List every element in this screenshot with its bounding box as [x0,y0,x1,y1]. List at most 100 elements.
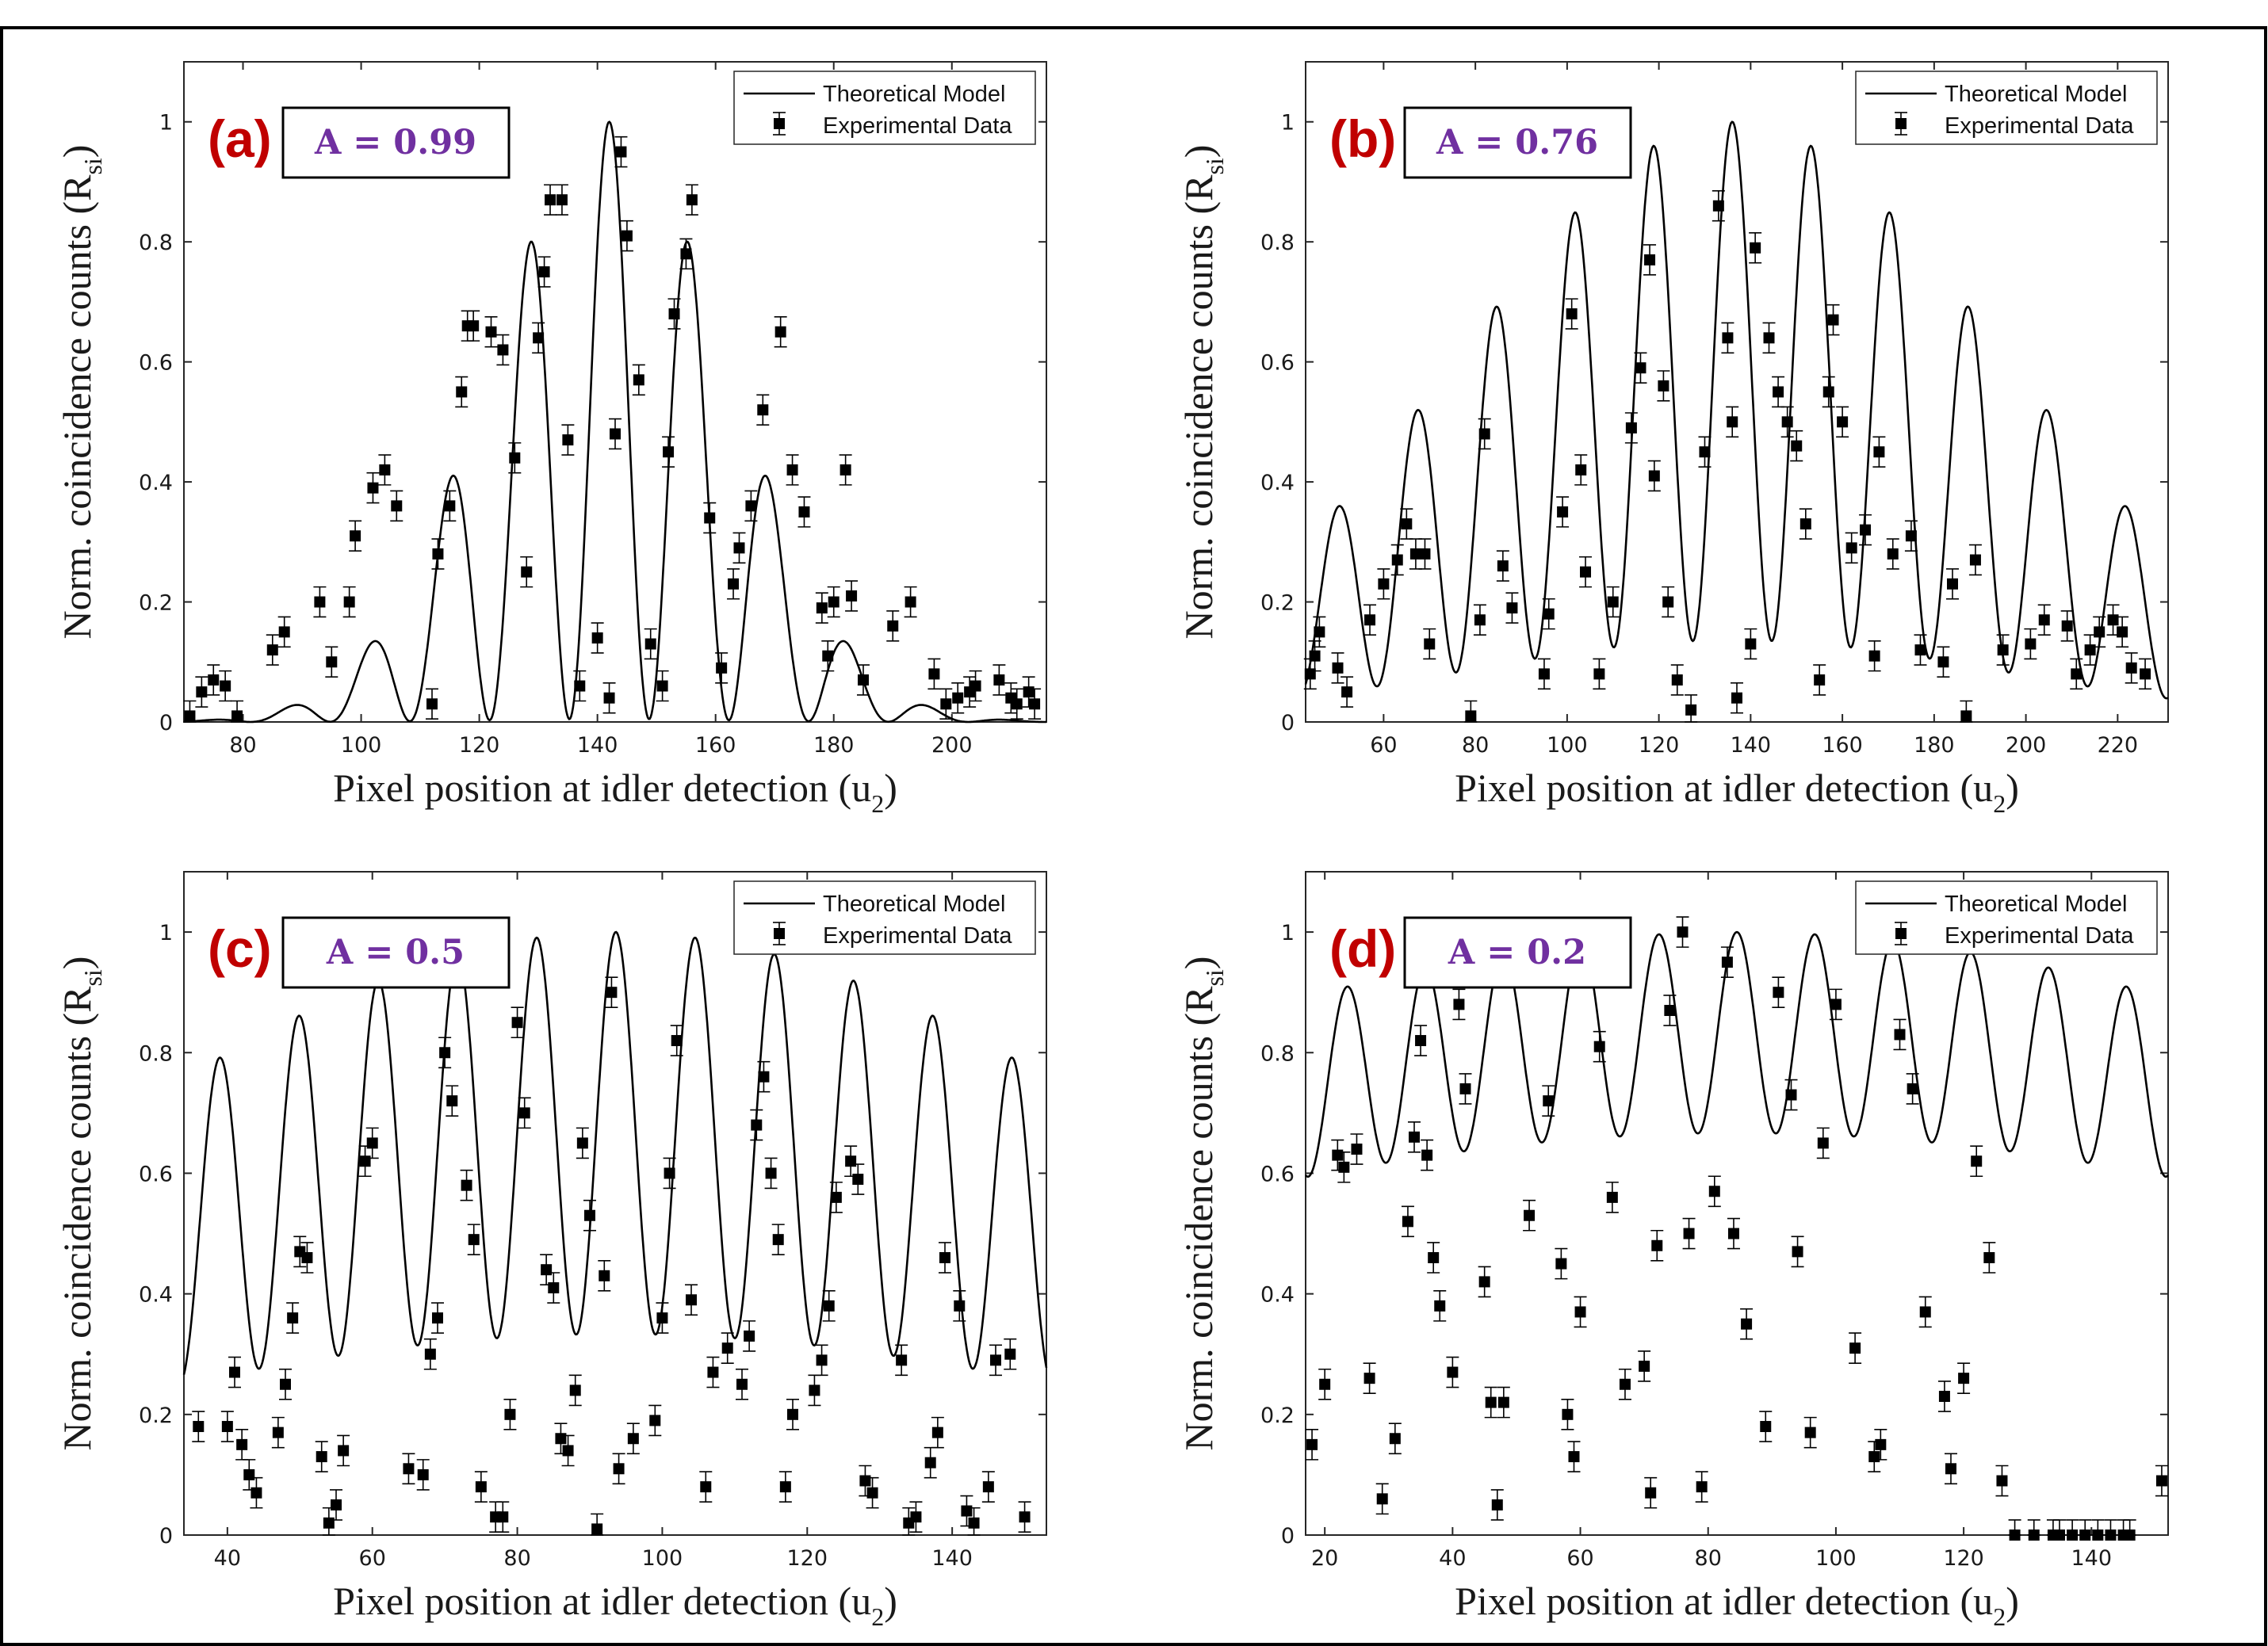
data-marker [497,1511,509,1523]
data-point [1565,298,1578,330]
data-point [743,1320,756,1352]
data-marker [1402,1216,1413,1228]
data-marker [280,1378,291,1390]
data-marker [338,1445,350,1457]
data-marker [1731,692,1742,704]
data-point [1829,988,1842,1021]
x-tick-label: 60 [1370,733,1397,758]
data-marker [1817,1137,1829,1149]
data-point [484,316,498,348]
data-point [2104,1519,2117,1541]
data-marker [403,1463,415,1475]
y-tick-label: 0.8 [1260,1041,1295,1066]
data-point [1960,700,1973,723]
data-marker [1635,362,1646,374]
data-marker [2038,614,2050,626]
data-marker [576,1137,588,1149]
data-point [699,1471,713,1503]
data-marker [840,464,851,475]
data-marker [2071,668,2083,680]
x-tick-label: 140 [1731,733,1772,758]
data-marker [1791,440,1803,452]
data-marker [555,1433,567,1445]
data-point [1914,634,1927,666]
data-marker [485,326,497,338]
data-point [771,1224,785,1255]
data-marker [533,332,545,344]
data-point [727,568,740,600]
data-marker [343,596,355,608]
data-point [1478,418,1491,450]
data-marker [772,1234,784,1246]
data-marker [562,1445,574,1457]
data-marker [1741,1318,1753,1330]
data-point [1452,988,1466,1021]
data-marker [664,1167,675,1179]
data-marker [1696,1481,1708,1493]
data-marker [887,620,899,632]
data-point [1772,376,1785,408]
data-point [195,676,208,708]
data-point [1484,1386,1497,1419]
data-point [591,1513,604,1536]
data-point [1968,544,1982,576]
data-marker [1459,1083,1471,1094]
data-marker [456,386,468,398]
data-point [981,1471,995,1503]
data-marker [668,308,680,320]
data-marker [1868,1451,1880,1463]
data-point [1868,640,1881,672]
y-tick-label: 0 [1281,1524,1295,1549]
data-marker [1409,1131,1421,1143]
data-marker [656,680,668,692]
data-point [797,496,811,528]
x-axis-label: Pixel position at idler detection (u2) [333,1579,897,1631]
data-marker [1699,446,1711,458]
data-marker [1478,1276,1490,1288]
data-marker [1773,987,1784,999]
data-point [644,628,657,660]
data-point [1318,1368,1332,1400]
data-point [931,1416,944,1449]
data-point [827,586,840,618]
data-point [1708,1175,1721,1208]
data-marker [1814,674,1826,686]
data-point [815,1344,828,1377]
data-marker [1555,1258,1567,1270]
data-point [1408,1121,1421,1153]
data-point [1618,1368,1631,1400]
data-point [1698,436,1712,468]
data-marker [1019,1511,1031,1523]
data-marker [656,1312,668,1324]
data-point [1983,1242,1996,1274]
data-marker [745,500,757,512]
data-point [1490,1489,1504,1521]
data-point [1872,436,1886,468]
data-point [656,670,669,702]
data-marker [857,674,869,686]
data-point [508,442,522,474]
y-tick-label: 0.6 [139,351,173,376]
data-marker [1721,957,1733,968]
data-point [821,640,835,672]
data-point [1791,1235,1804,1268]
data-marker [196,686,208,698]
data-point [1337,1151,1351,1183]
x-tick-label: 160 [1822,733,1863,758]
data-marker [1011,698,1023,710]
data-marker [426,698,438,710]
data-marker [1580,566,1592,578]
data-point [1946,568,1959,600]
data-point [277,616,291,648]
data-marker [1543,608,1555,620]
data-point [1446,1356,1459,1388]
data-marker [1799,518,1811,530]
panel-a: 80 100 120 140 160 180 200 0 0.2 0.4 0.6 0.8 1 Pixel … [55,61,1047,818]
x-tick-label: 100 [341,733,382,758]
panel-c: 40 60 80 100 120 140 0 0.2 0.4 0.6 0.8 1 Pixel posit… [55,871,1048,1631]
data-point [1542,598,1555,630]
visibility-annotation: A = 0.76 [1436,123,1598,162]
data-marker [1792,1246,1803,1258]
data-point [1400,508,1413,540]
